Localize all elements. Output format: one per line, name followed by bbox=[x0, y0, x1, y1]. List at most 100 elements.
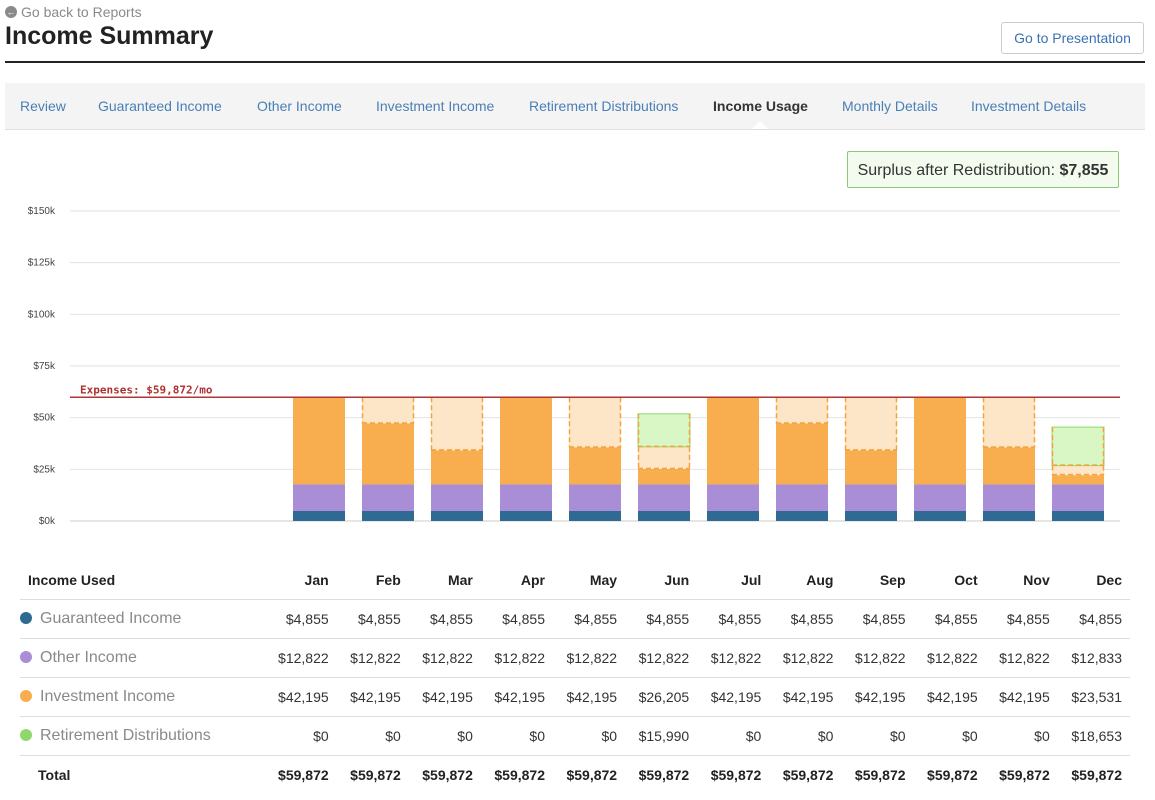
table-cell: $12,822 bbox=[408, 638, 481, 678]
table-cell: $0 bbox=[769, 716, 842, 756]
table-cell: $0 bbox=[841, 716, 914, 756]
tab-guaranteed-income[interactable]: Guaranteed Income bbox=[98, 98, 222, 114]
bar-segment bbox=[362, 423, 414, 485]
row-label-text: Other Income bbox=[40, 649, 137, 666]
header-month: Nov bbox=[985, 560, 1058, 600]
table-cell: $12,822 bbox=[841, 638, 914, 678]
bar-segment bbox=[569, 397, 621, 448]
y-tick-label: $25k bbox=[33, 464, 56, 475]
y-tick-label: $50k bbox=[33, 413, 56, 424]
bar-segment bbox=[638, 446, 690, 469]
tab-monthly-details[interactable]: Monthly Details bbox=[842, 98, 938, 114]
table-cell: $4,855 bbox=[913, 599, 986, 639]
header-month: Sep bbox=[841, 560, 914, 600]
table-cell: $0 bbox=[552, 716, 626, 756]
bar-segment bbox=[431, 484, 483, 511]
total-cell: $59,872 bbox=[494, 767, 545, 783]
bar-segment bbox=[707, 484, 759, 511]
table-cell: $0 bbox=[913, 716, 986, 756]
bar-segment bbox=[1052, 510, 1104, 521]
total-cell: $59,872 bbox=[927, 767, 978, 783]
table-cell: $4,855 bbox=[1057, 599, 1130, 639]
bar-segment bbox=[569, 510, 621, 521]
tab-investment-details[interactable]: Investment Details bbox=[971, 98, 1087, 114]
report-tabs: Review Guaranteed Income Other Income In… bbox=[5, 83, 1145, 130]
table-cell: $42,195 bbox=[552, 677, 626, 717]
y-tick-label: $0k bbox=[39, 516, 56, 527]
header-month: Jun bbox=[625, 560, 698, 600]
table-cell: $42,195 bbox=[841, 677, 914, 717]
bar-segment bbox=[707, 510, 759, 521]
table-cell: $4,855 bbox=[697, 599, 770, 639]
tab-other-income[interactable]: Other Income bbox=[257, 98, 342, 114]
table-cell: $0 bbox=[697, 716, 770, 756]
income-used-table: Income Used Jan Feb Mar Apr May Jun Jul … bbox=[20, 560, 1130, 794]
total-cell: $59,872 bbox=[999, 767, 1050, 783]
bar-segment bbox=[983, 397, 1035, 448]
table-cell: $0 bbox=[336, 716, 409, 756]
go-to-presentation-button[interactable]: Go to Presentation bbox=[1001, 22, 1144, 54]
total-cell: $59,872 bbox=[278, 767, 329, 783]
total-cell: $59,872 bbox=[566, 767, 618, 783]
y-tick-label: $100k bbox=[28, 309, 56, 320]
bar-segment bbox=[983, 447, 1035, 485]
header-month: May bbox=[552, 560, 626, 600]
tab-retirement-distributions[interactable]: Retirement Distributions bbox=[529, 98, 679, 114]
back-to-reports-link[interactable]: ← Go back to Reports bbox=[5, 4, 142, 20]
y-tick-label: $75k bbox=[33, 361, 56, 372]
bar-segment bbox=[914, 397, 966, 485]
header-month: Oct bbox=[913, 560, 986, 600]
table-row: Investment Income $42,195 $42,195 $42,195 $4… bbox=[20, 677, 1130, 717]
bar-segment bbox=[569, 447, 621, 485]
table-row: Guaranteed Income $4,855 $4,855 $4,855 $4,85… bbox=[20, 599, 1130, 639]
active-tab-indicator bbox=[752, 121, 768, 129]
table-cell: $15,990 bbox=[625, 716, 698, 756]
bar-segment bbox=[293, 510, 345, 521]
table-cell: $12,822 bbox=[985, 638, 1058, 678]
header-month: Aug bbox=[769, 560, 842, 600]
bar-segment bbox=[431, 510, 483, 521]
bar-segment bbox=[362, 510, 414, 521]
bar-segment bbox=[362, 397, 414, 424]
table-cell: $4,855 bbox=[336, 599, 409, 639]
tab-review[interactable]: Review bbox=[20, 98, 66, 114]
header-income-used: Income Used bbox=[20, 560, 265, 600]
table-cell: $12,822 bbox=[264, 638, 337, 678]
row-label-text: Investment Income bbox=[40, 688, 176, 705]
bar-segment bbox=[431, 450, 483, 485]
total-label: Total bbox=[38, 767, 71, 783]
arrow-left-circle-icon: ← bbox=[5, 6, 17, 18]
table-cell: $42,195 bbox=[480, 677, 553, 717]
row-label: Guaranteed Income bbox=[20, 599, 265, 639]
total-cell: $59,872 bbox=[1071, 767, 1122, 783]
table-header-row: Income Used Jan Feb Mar Apr May Jun Jul … bbox=[20, 560, 1130, 600]
tab-investment-income[interactable]: Investment Income bbox=[376, 98, 495, 114]
legend-dot-icon bbox=[20, 729, 32, 741]
bar-segment bbox=[776, 510, 828, 521]
tab-income-usage[interactable]: Income Usage bbox=[713, 98, 808, 114]
y-tick-label: $150k bbox=[28, 206, 56, 217]
table-cell: $0 bbox=[480, 716, 553, 756]
table-cell: $26,205 bbox=[625, 677, 698, 717]
table-total-row: Total $59,872 $59,872 $59,872 $59,872 $59,872… bbox=[20, 756, 1130, 795]
bar-segment bbox=[914, 484, 966, 511]
header-month: Jan bbox=[264, 560, 337, 600]
table-cell: $18,653 bbox=[1057, 716, 1130, 756]
expenses-label: Expenses: $59,872/mo bbox=[80, 383, 213, 396]
total-cell: $59,872 bbox=[350, 767, 401, 783]
bar-segment bbox=[776, 484, 828, 511]
bar-segment bbox=[845, 484, 897, 511]
table-cell: $12,822 bbox=[625, 638, 698, 678]
table-cell: $42,195 bbox=[336, 677, 409, 717]
bar-segment bbox=[845, 450, 897, 485]
bar-segment bbox=[431, 397, 483, 451]
bar-segment bbox=[638, 484, 690, 511]
table-cell: $12,833 bbox=[1057, 638, 1130, 678]
table-cell: $42,195 bbox=[408, 677, 481, 717]
bar-segment bbox=[845, 510, 897, 521]
bar-segment bbox=[500, 484, 552, 511]
table-cell: $42,195 bbox=[697, 677, 770, 717]
bar-segment bbox=[1052, 475, 1104, 485]
row-label: Investment Income bbox=[20, 677, 265, 717]
bar-segment bbox=[983, 510, 1035, 521]
